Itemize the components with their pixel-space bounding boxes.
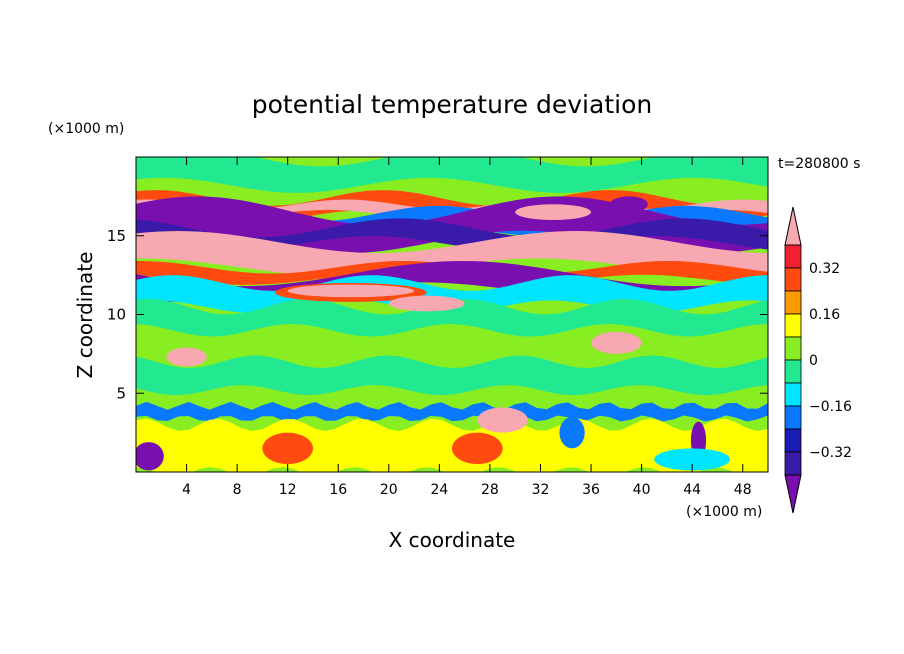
band-mid-green (136, 355, 768, 396)
band-sea-green (136, 298, 768, 337)
colorbar-box (784, 336, 802, 361)
band-cold-indigo (136, 218, 768, 252)
chart-title: potential temperature deviation (252, 90, 652, 119)
blob-pink-4 (591, 331, 642, 354)
colorbar-bottom-triangle (784, 474, 802, 514)
colorbar-tick-label: −0.16 (809, 399, 852, 415)
blob-pink-2 (388, 295, 465, 312)
blob-cyan-surface (654, 448, 731, 471)
colorbar-box (784, 428, 802, 453)
time-label: t=280800 s (778, 156, 860, 172)
x-tick-label: 44 (683, 482, 701, 498)
colorbar-tick-label: 0.16 (809, 307, 840, 323)
contour-field (136, 157, 768, 472)
x-tick-label: 28 (481, 482, 499, 498)
x-axis-label: X coordinate (389, 528, 516, 552)
y-tick-label: 10 (107, 306, 126, 324)
x-tick-label: 32 (532, 482, 550, 498)
x-tick-label: 8 (233, 482, 242, 498)
colorbar-box (784, 244, 802, 269)
colorbar-box (784, 359, 802, 384)
blob-pink-top (515, 204, 592, 220)
x-tick-label: 36 (582, 482, 600, 498)
blob-purple-top (610, 196, 648, 213)
x-tick-label: 48 (734, 482, 752, 498)
y-tick-label: 15 (107, 227, 126, 245)
x-tick-label: 20 (380, 482, 398, 498)
blob-orange-surface-2 (452, 432, 503, 465)
x-unit-label: (×1000 m) (686, 504, 762, 520)
y-tick-label: 5 (116, 384, 126, 402)
colorbar-tick-label: −0.32 (809, 445, 852, 461)
band-warm-pink (136, 231, 768, 277)
band-top-green (136, 157, 768, 193)
x-tick-label: 4 (182, 482, 191, 498)
blob-purple-surface-1 (136, 442, 164, 471)
colorbar-box (784, 451, 802, 476)
colorbar: 0.32 0.16 0 −0.16 −0.32 (784, 206, 852, 514)
band-blue-lower (136, 401, 768, 422)
colorbar-box (784, 382, 802, 407)
x-tick-label: 16 (329, 482, 347, 498)
blob-pink-3 (166, 347, 207, 367)
colorbar-tick-label: 0.32 (809, 261, 840, 277)
blob-pink-1 (287, 284, 415, 298)
colorbar-box (784, 405, 802, 430)
colorbar-tick-label: 0 (809, 353, 818, 369)
x-tick-label: 40 (633, 482, 651, 498)
y-axis-label: Z coordinate (73, 252, 97, 379)
blob-orange-surface-1 (262, 432, 313, 465)
blob-blue-surface (559, 416, 585, 449)
colorbar-box (784, 313, 802, 338)
colorbar-box (784, 290, 802, 315)
x-tick-label: 24 (430, 482, 448, 498)
colorbar-top-triangle (784, 206, 802, 246)
blob-pink-5 (477, 407, 528, 433)
colorbar-box (784, 267, 802, 292)
x-tick-label: 12 (279, 482, 297, 498)
y-unit-label: (×1000 m) (48, 121, 124, 137)
